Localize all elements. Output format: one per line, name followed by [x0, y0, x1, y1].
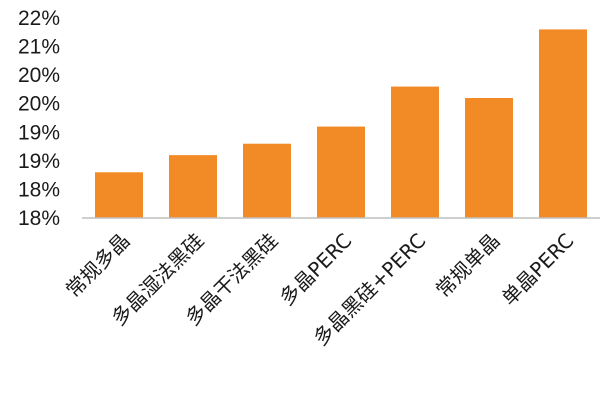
y-tick-label: 20%	[18, 93, 60, 116]
bar	[391, 86, 439, 218]
bar	[95, 172, 143, 218]
y-tick-label: 22%	[18, 7, 60, 30]
x-category-label: 常规多晶	[61, 228, 135, 302]
bar	[169, 155, 217, 218]
bars	[95, 29, 587, 218]
y-tick-label: 19%	[18, 150, 60, 173]
x-category-label: 常规单晶	[431, 228, 505, 302]
y-tick-label: 18%	[18, 178, 60, 201]
y-axis-ticks: 18% 18% 19% 19% 20% 20% 21% 22%	[18, 7, 60, 230]
bar	[317, 126, 365, 218]
y-tick-label: 20%	[18, 64, 60, 87]
bar	[243, 143, 291, 218]
x-category-label: 单晶PERC	[497, 228, 579, 310]
y-tick-label: 21%	[18, 36, 60, 59]
y-tick-label: 19%	[18, 121, 60, 144]
bar	[539, 29, 587, 218]
bar	[465, 98, 513, 218]
y-tick-label: 18%	[18, 207, 60, 230]
